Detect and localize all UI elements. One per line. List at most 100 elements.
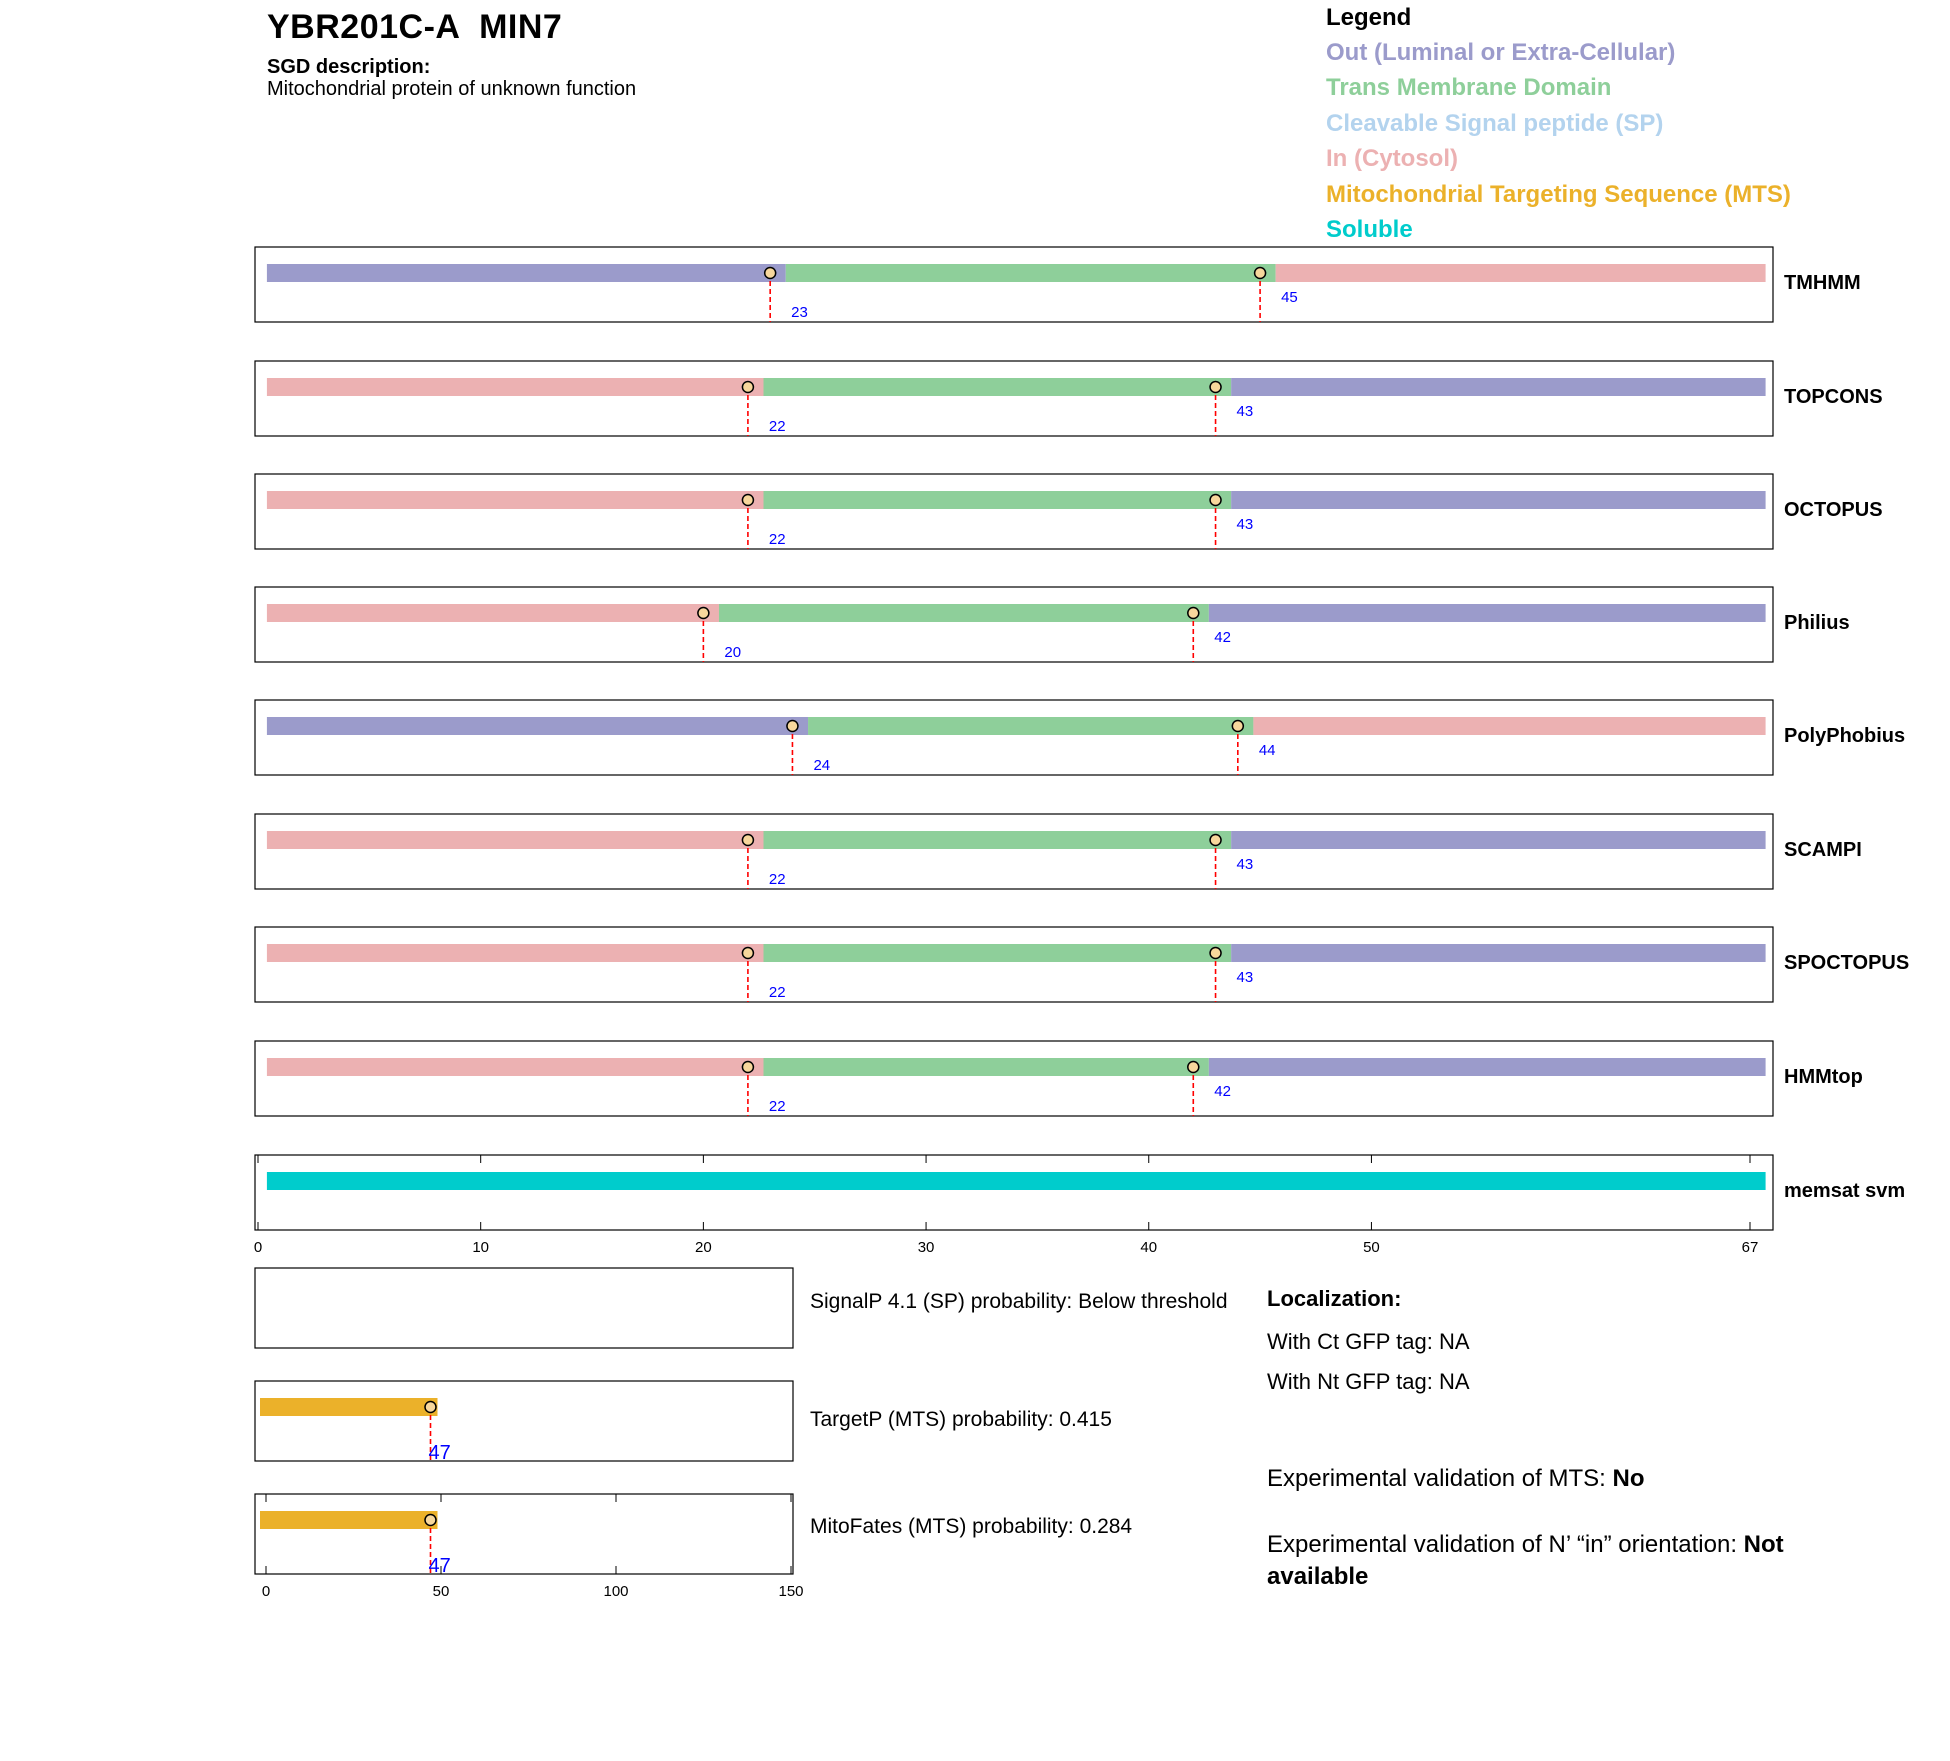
x-tick-label-20: 20 [695, 1239, 712, 1256]
x-tick-label-67: 67 [1742, 1239, 1759, 1256]
marker-dot-polyphobius-1 [1231, 719, 1245, 733]
mts-marker-dot-mitofates [424, 1513, 437, 1527]
track-name-memsat-svm: memsat svm [1784, 1180, 1905, 1202]
segment-philius-out-2 [1208, 604, 1766, 622]
mts-x-tick-label-100: 100 [603, 1583, 628, 1600]
segment-memsat-svm-soluble-0 [266, 1172, 1766, 1190]
marker-label-tmhmm-1: 45 [1281, 289, 1298, 306]
segment-topcons-tm-1 [763, 378, 1232, 396]
mts-validation-value: No [1612, 1465, 1645, 1492]
segment-octopus-in-0 [266, 491, 764, 509]
orientation-validation: Experimental validation of N’ “in” orien… [1267, 1529, 1887, 1593]
marker-dot-octopus-1 [1209, 493, 1222, 507]
track-frame-topcons [254, 360, 1774, 437]
segment-tmhmm-out-0 [266, 264, 786, 282]
x-tick-label-10: 10 [472, 1239, 489, 1256]
track-frame-scampi [254, 813, 1774, 890]
panel-frame-signalp [254, 1267, 794, 1349]
marker-label-philius-1: 42 [1214, 629, 1231, 646]
track-frame-philius [254, 586, 1774, 663]
marker-dot-philius-0 [697, 606, 710, 620]
marker-label-scampi-0: 22 [769, 871, 786, 888]
track-frame-hmmtop [254, 1040, 1774, 1117]
segment-spoctopus-in-0 [266, 944, 764, 962]
mts-bar-targetp [260, 1398, 438, 1416]
segment-philius-tm-1 [718, 604, 1209, 622]
mts-bar-mitofates [260, 1511, 438, 1529]
marker-label-polyphobius-1: 44 [1259, 742, 1276, 759]
marker-dot-philius-1 [1187, 606, 1200, 620]
mts-marker-dot-targetp [424, 1400, 437, 1414]
marker-label-spoctopus-0: 22 [769, 984, 786, 1001]
ct-gfp-localization: With Ct GFP tag: NA [1267, 1329, 1470, 1354]
segment-polyphobius-out-0 [266, 717, 809, 735]
segment-hmmtop-in-0 [266, 1058, 764, 1076]
sgd-description-label: SGD description: [267, 56, 431, 78]
orientation-validation-value: Not available [1267, 1531, 1784, 1590]
x-tick-label-50: 50 [1363, 1239, 1380, 1256]
track-name-tmhmm: TMHMM [1784, 272, 1861, 294]
segment-hmmtop-out-2 [1208, 1058, 1766, 1076]
track-frame-polyphobius [254, 699, 1774, 776]
segment-philius-in-0 [266, 604, 719, 622]
mts-x-tick-label-0: 0 [262, 1583, 270, 1600]
segment-spoctopus-tm-1 [763, 944, 1232, 962]
track-frame-tmhmm [254, 246, 1774, 323]
panel-frame-mitofates [254, 1493, 794, 1575]
segment-polyphobius-tm-1 [808, 717, 1254, 735]
mts-x-tick-label-50: 50 [433, 1583, 450, 1600]
mts-marker-label-targetp: 47 [429, 1442, 451, 1464]
x-tick-label-0: 0 [254, 1239, 262, 1256]
signalp-probability-text: SignalP 4.1 (SP) probability: Below thre… [810, 1290, 1228, 1313]
segment-octopus-out-2 [1231, 491, 1766, 509]
marker-label-polyphobius-0: 24 [813, 757, 830, 774]
x-tick-label-30: 30 [918, 1239, 935, 1256]
segment-scampi-in-0 [266, 831, 764, 849]
panel-frame-targetp [254, 1380, 794, 1462]
mts-marker-label-mitofates: 47 [429, 1555, 451, 1577]
marker-dot-polyphobius-0 [786, 719, 799, 733]
segment-tmhmm-tm-1 [785, 264, 1276, 282]
legend-item-out: Out (Luminal or Extra-Cellular) [1326, 39, 1676, 66]
mts-validation-label: Experimental validation of MTS: [1267, 1465, 1613, 1492]
segment-tmhmm-in-2 [1275, 264, 1766, 282]
legend-item-in: In (Cytosol) [1326, 145, 1458, 172]
track-frame-spoctopus [254, 926, 1774, 1003]
track-name-octopus: OCTOPUS [1784, 499, 1883, 521]
marker-dot-hmmtop-1 [1187, 1060, 1200, 1074]
marker-label-tmhmm-0: 23 [791, 304, 808, 321]
marker-label-philius-0: 20 [724, 644, 741, 661]
marker-label-topcons-0: 22 [769, 418, 786, 435]
legend-item-soluble: Soluble [1326, 216, 1413, 243]
nt-gfp-localization: With Nt GFP tag: NA [1267, 1369, 1470, 1394]
track-name-philius: Philius [1784, 612, 1850, 634]
mts-validation: Experimental validation of MTS: No [1267, 1463, 1887, 1495]
mts-x-tick-label-150: 150 [778, 1583, 803, 1600]
marker-dot-spoctopus-1 [1209, 946, 1222, 960]
targetp-probability-text: TargetP (MTS) probability: 0.415 [810, 1408, 1112, 1431]
segment-scampi-tm-1 [763, 831, 1232, 849]
track-name-spoctopus: SPOCTOPUS [1784, 952, 1909, 974]
track-name-topcons: TOPCONS [1784, 386, 1883, 408]
legend-title: Legend [1326, 4, 1412, 31]
marker-label-spoctopus-1: 43 [1237, 969, 1254, 986]
marker-dot-topcons-0 [741, 380, 755, 394]
track-name-hmmtop: HMMtop [1784, 1066, 1863, 1088]
page-title: YBR201C-A MIN7 [267, 8, 563, 46]
segment-spoctopus-out-2 [1231, 944, 1766, 962]
track-name-polyphobius: PolyPhobius [1784, 725, 1905, 747]
marker-label-hmmtop-0: 22 [769, 1098, 786, 1115]
marker-label-hmmtop-1: 42 [1214, 1083, 1231, 1100]
track-frame-memsat-svm [254, 1154, 1774, 1231]
legend-item-tm: Trans Membrane Domain [1326, 74, 1612, 101]
marker-dot-topcons-1 [1209, 380, 1222, 394]
marker-dot-tmhmm-0 [763, 266, 777, 280]
marker-label-scampi-1: 43 [1237, 856, 1254, 873]
localization-title: Localization: [1267, 1286, 1402, 1311]
marker-dot-tmhmm-1 [1253, 266, 1267, 280]
track-name-scampi: SCAMPI [1784, 839, 1862, 861]
marker-dot-scampi-1 [1209, 833, 1222, 847]
segment-topcons-out-2 [1231, 378, 1766, 396]
legend-item-sp: Cleavable Signal peptide (SP) [1326, 110, 1664, 137]
